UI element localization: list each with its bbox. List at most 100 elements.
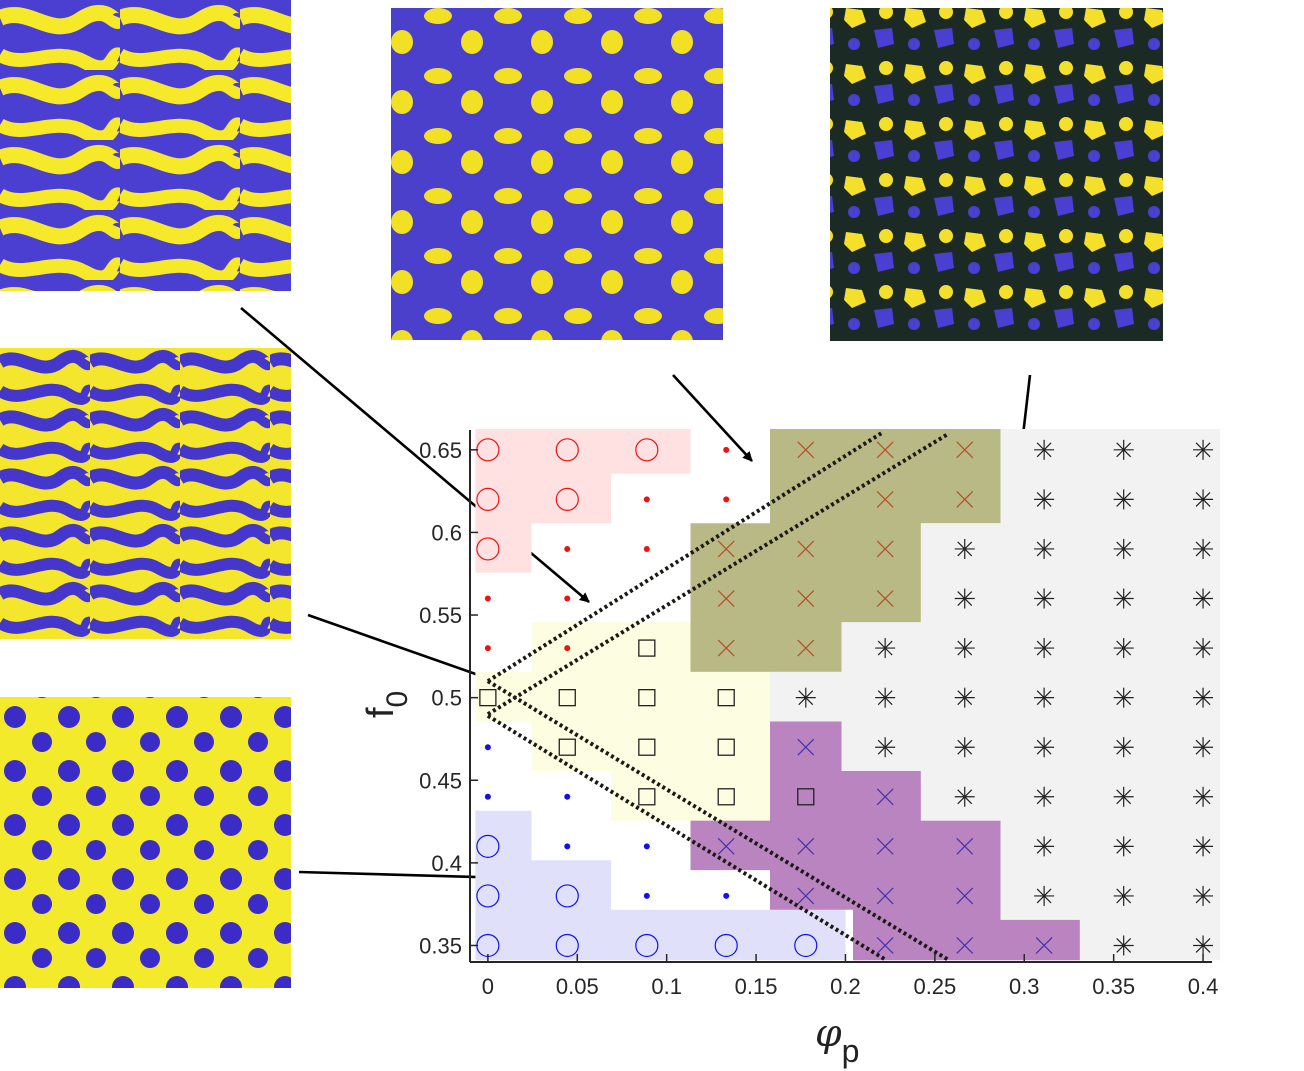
x-tick-label: 0.25 (913, 974, 956, 999)
region-grey (770, 429, 1220, 961)
marker-asterisk (1193, 439, 1214, 460)
marker-asterisk (1113, 489, 1134, 510)
marker-asterisk (875, 737, 896, 758)
y-tick-label: 0.4 (431, 851, 462, 876)
marker-asterisk (1034, 489, 1055, 510)
marker-dot (643, 545, 650, 552)
marker-circle (555, 884, 579, 908)
marker-x (876, 788, 894, 806)
x-tick-label: 0.05 (556, 974, 599, 999)
marker-asterisk (1113, 836, 1134, 857)
marker-circle (555, 438, 579, 462)
marker-asterisk (1113, 935, 1134, 956)
marker-asterisk (1113, 786, 1134, 807)
marker-x (797, 540, 815, 558)
marker-dot (484, 793, 491, 800)
y-tick-label: 0.65 (419, 438, 462, 463)
marker-dot (564, 545, 571, 552)
marker-asterisk (1034, 737, 1055, 758)
marker-asterisk (1193, 935, 1214, 956)
y-tick-label: 0.55 (419, 603, 462, 628)
y-tick-label: 0.45 (419, 768, 462, 793)
marker-x (1035, 937, 1053, 954)
marker-square (558, 689, 576, 707)
marker-dot (484, 595, 491, 602)
marker-x (797, 887, 815, 905)
marker-x (876, 540, 894, 558)
region-yellow (475, 622, 842, 821)
marker-asterisk (1113, 638, 1134, 659)
x-tick-label: 0.1 (651, 974, 682, 999)
marker-x (876, 590, 894, 607)
marker-asterisk (1193, 885, 1214, 906)
marker-x (956, 937, 974, 954)
marker-dot (564, 645, 571, 652)
marker-square (638, 738, 656, 756)
marker-asterisk (1034, 638, 1055, 659)
region-olive (690, 429, 1001, 672)
marker-circle (476, 537, 500, 561)
marker-dot (643, 843, 650, 850)
marker-x (956, 887, 974, 905)
marker-dot (643, 892, 650, 899)
marker-square (717, 738, 735, 756)
marker-asterisk (875, 638, 896, 659)
marker-square (797, 788, 815, 806)
inset-network-dense (830, 8, 1163, 341)
marker-circle (555, 933, 579, 958)
marker-dot (723, 892, 730, 899)
marker-x (956, 441, 974, 459)
phase-regions (475, 429, 1220, 961)
marker-dot (564, 793, 571, 800)
marker-asterisk (1034, 885, 1055, 906)
dotted-line (486, 431, 951, 716)
marker-dot (484, 645, 491, 652)
marker-square (638, 788, 656, 806)
marker-x (876, 441, 894, 459)
marker-circle (476, 487, 500, 511)
y-tick-label: 0.5 (431, 686, 462, 711)
marker-x (956, 490, 974, 508)
marker-x (876, 937, 894, 954)
marker-asterisk (1113, 439, 1134, 460)
marker-x (717, 590, 735, 607)
marker-dot (564, 595, 571, 602)
marker-x (797, 837, 815, 855)
marker-x (717, 639, 735, 657)
marker-asterisk (1113, 538, 1134, 559)
marker-x (797, 590, 815, 607)
marker-asterisk (1034, 538, 1055, 559)
marker-asterisk (954, 786, 975, 807)
x-tick-label: 0.35 (1092, 974, 1135, 999)
marker-square (638, 689, 656, 707)
x-tick-label: 0.15 (735, 974, 778, 999)
marker-asterisk (1113, 687, 1134, 708)
marker-dot (484, 744, 491, 751)
marker-asterisk (954, 737, 975, 758)
inset-labyrinth-sparse (0, 0, 291, 291)
y-tick-label: 0.6 (431, 520, 462, 545)
marker-circle (555, 487, 579, 511)
marker-dot (564, 843, 571, 850)
marker-asterisk (1193, 836, 1214, 857)
marker-asterisk (1034, 836, 1055, 857)
dotted-boundary-lines (486, 431, 951, 963)
marker-circle (714, 933, 738, 958)
marker-asterisk (1034, 786, 1055, 807)
inset-network-mixed (391, 8, 723, 340)
x-tick-label: 0.4 (1188, 974, 1219, 999)
marker-x (797, 441, 815, 459)
marker-square (479, 689, 497, 707)
marker-asterisk (1193, 638, 1214, 659)
marker-asterisk (1193, 538, 1214, 559)
marker-square (558, 738, 576, 756)
marker-x (876, 887, 894, 905)
marker-circle (476, 884, 500, 908)
marker-x (876, 490, 894, 508)
marker-circle (476, 834, 500, 858)
marker-asterisk (1113, 737, 1134, 758)
marker-asterisk (1193, 588, 1214, 609)
marker-dot (723, 446, 730, 453)
inset-labyrinth-dense (0, 348, 291, 639)
